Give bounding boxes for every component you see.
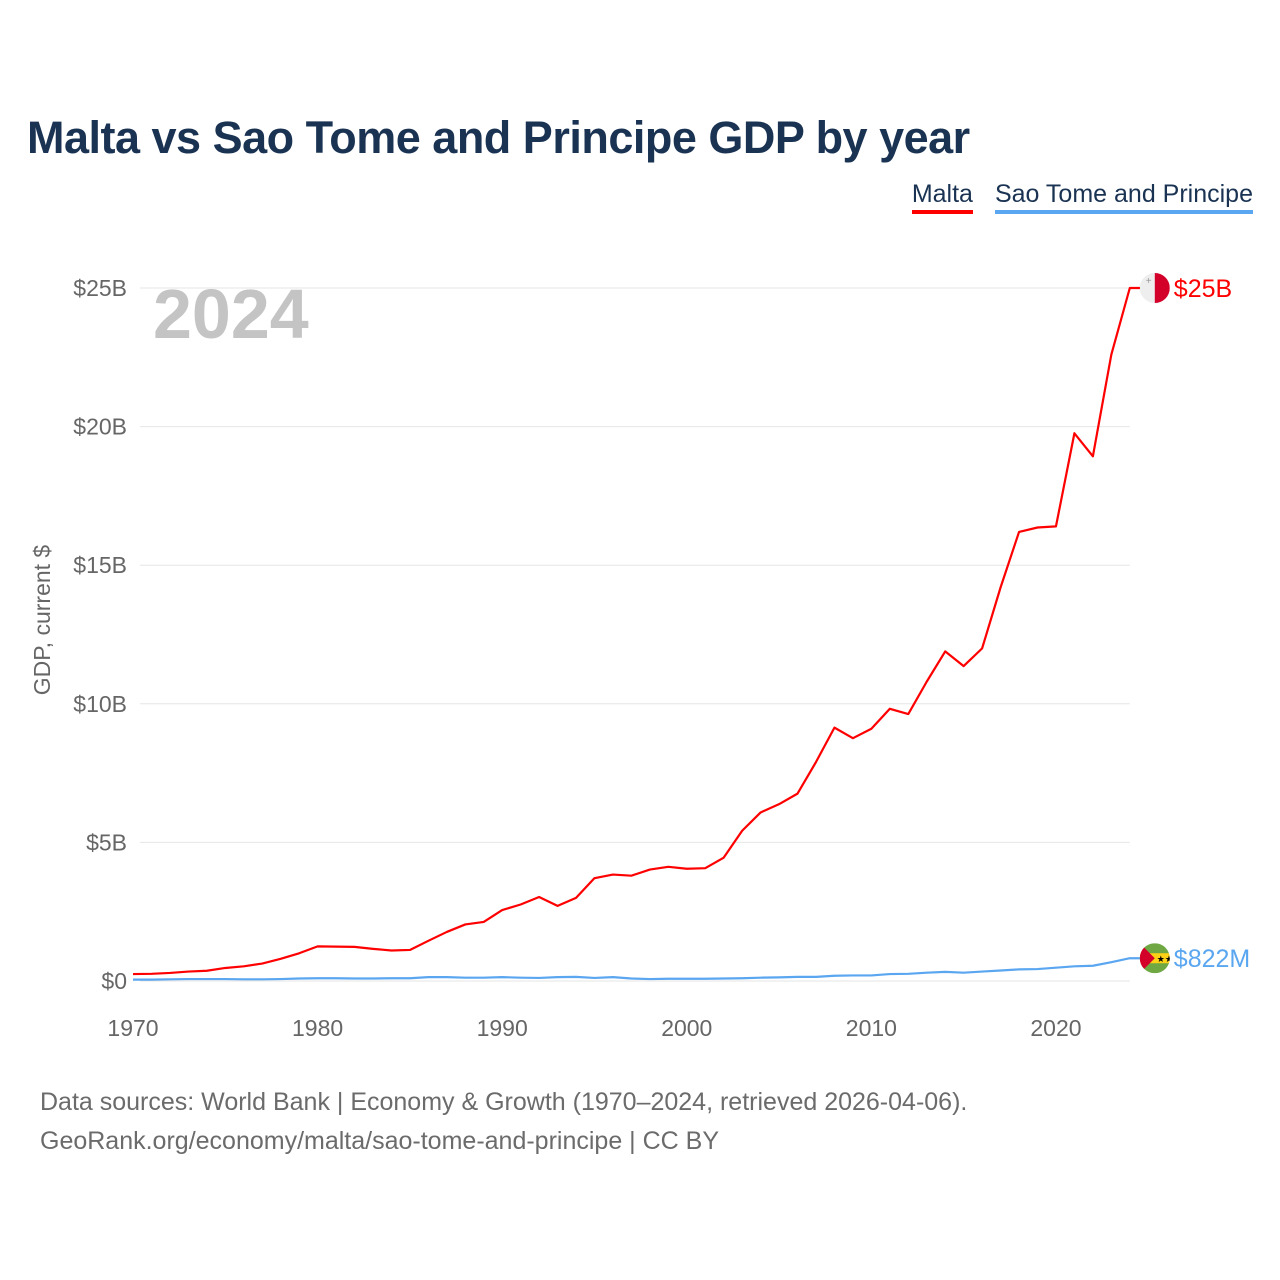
series-line-sao-tome	[133, 957, 1142, 981]
sao-tome-flag-icon: ★★	[1139, 943, 1173, 974]
y-axis-label: GDP, current $	[29, 545, 55, 696]
y-tick-label: $15B	[73, 552, 127, 578]
y-tick-label: $0	[101, 968, 127, 994]
x-tick-label: 2020	[1030, 1015, 1081, 1041]
end-value-label: $822M	[1174, 945, 1250, 973]
x-tick-label: 2010	[846, 1015, 897, 1041]
svg-text:★★: ★★	[1157, 954, 1173, 964]
chart-title: Malta vs Sao Tome and Principe GDP by ye…	[27, 112, 970, 163]
malta-flag-icon: +	[1139, 273, 1170, 303]
y-tick-label: $25B	[73, 275, 127, 301]
y-tick-label: $20B	[73, 414, 127, 440]
y-tick-label: $10B	[73, 691, 127, 717]
x-tick-label: 1970	[107, 1015, 158, 1041]
source-url-link[interactable]: GeoRank.org/economy/malta/sao-tome-and-p…	[40, 1127, 720, 1155]
y-tick-label: $5B	[86, 829, 127, 855]
footer: Data sources: World Bank | Economy & Gro…	[40, 1083, 967, 1161]
series-line-malta	[132, 286, 1142, 976]
x-tick-label: 1990	[477, 1015, 528, 1041]
x-tick-label: 1980	[292, 1015, 343, 1041]
legend-item-malta[interactable]: Malta	[911, 180, 973, 214]
legend-item-sao-tome[interactable]: Sao Tome and Principe	[994, 180, 1253, 214]
year-watermark: 2024	[153, 275, 309, 353]
legend: Malta Sao Tome and Principe	[911, 180, 1253, 214]
x-tick-label: 2000	[661, 1015, 712, 1041]
end-value-label: $25B	[1174, 275, 1232, 303]
data-source-text: Data sources: World Bank | Economy & Gro…	[40, 1088, 968, 1116]
svg-text:+: +	[1146, 276, 1152, 287]
